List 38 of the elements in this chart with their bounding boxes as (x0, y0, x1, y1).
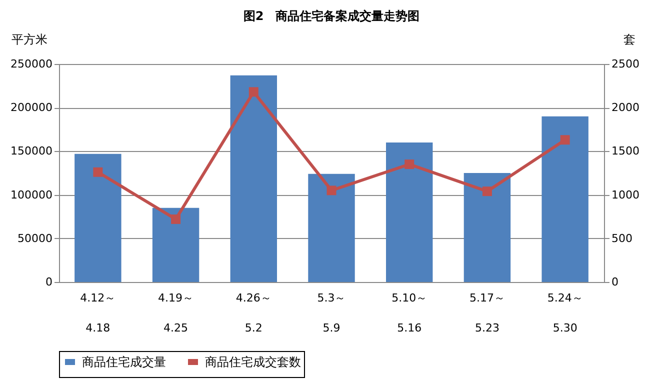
bar (542, 116, 588, 282)
point (482, 186, 492, 196)
chart-title: 图2 商品住宅备案成交量走势图 (243, 9, 420, 23)
y-tick-label: 200000 (10, 101, 52, 114)
y2-tick-label: 500 (612, 232, 632, 245)
point (248, 87, 258, 97)
point (404, 160, 414, 170)
point (171, 214, 181, 224)
bar (386, 142, 433, 282)
bar (308, 174, 355, 282)
y2-tick-label: 2500 (612, 58, 640, 70)
y-tick-label: 100000 (10, 188, 52, 202)
bar (74, 154, 122, 282)
bar (152, 208, 200, 282)
category-label: 5.10～ 5.16 (392, 292, 428, 334)
category-label: 5.3～ 5.9 (317, 292, 346, 334)
y2-tick-label: 2000 (612, 101, 640, 114)
bar (230, 75, 277, 282)
category-label: 5.17～ 5.23 (469, 292, 505, 334)
y2-tick-label: 0 (612, 276, 618, 288)
y-tick-label: 0 (46, 276, 52, 288)
y-axis-title: 平方米 (12, 32, 48, 46)
y2-tick-label: 1500 (612, 144, 640, 158)
category-label: 4.19～ 4.25 (158, 292, 194, 334)
legend-label: 商品住宅成交量 (82, 355, 166, 369)
point (326, 186, 336, 196)
point (560, 135, 570, 145)
category-label: 4.12～ 4.18 (80, 292, 116, 334)
category-label: 5.24～ 5.30 (547, 292, 583, 334)
bar (464, 173, 511, 282)
y-tick-label: 150000 (10, 144, 52, 158)
y2-tick-label: 1000 (612, 188, 640, 202)
point (93, 167, 103, 177)
y-tick-label: 50000 (18, 232, 52, 245)
y2-axis-title: 套 (624, 32, 636, 46)
legend-label: 商品住宅成交套数 (205, 355, 301, 369)
category-label: 4.26～ 5.2 (236, 292, 272, 334)
y-tick-label: 250000 (10, 58, 52, 70)
